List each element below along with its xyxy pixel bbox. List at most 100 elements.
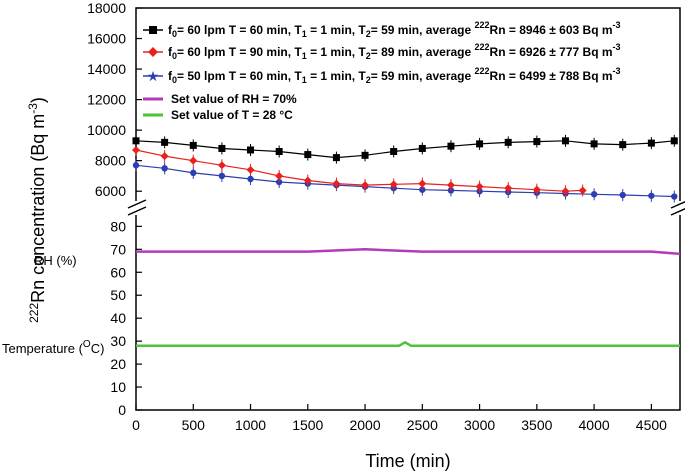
- legend-1-d-sup: 222: [475, 20, 490, 30]
- legend-1-c-sub: 2: [366, 29, 371, 39]
- legend-1-e: Rn = 8946 ± 603 Bq m: [490, 23, 613, 37]
- data-point: [275, 148, 283, 156]
- y-tick-label-lower: 30: [110, 333, 126, 349]
- data-point: [247, 146, 255, 154]
- data-point: [304, 151, 312, 159]
- legend-1-c: = 1 min, T: [307, 23, 367, 37]
- data-point: [670, 137, 678, 145]
- y-tick-label-upper: 16000: [87, 31, 126, 47]
- legend-entry-5: Set value of T = 28 °C: [171, 108, 293, 122]
- legend-entry-4: Set value of RH = 70%: [171, 92, 297, 106]
- data-point: [247, 175, 254, 183]
- legend-2-a-sub: 0: [172, 51, 177, 61]
- data-point: [332, 179, 341, 188]
- data-point: [189, 141, 197, 149]
- data-point: [189, 156, 198, 165]
- data-point: [275, 178, 283, 186]
- legend-3-b-sub: 1: [302, 75, 307, 85]
- data-point: [504, 184, 513, 193]
- y-tick-label-lower: 0: [118, 402, 126, 418]
- data-point: [446, 181, 455, 190]
- x-tick-label: 3000: [464, 417, 495, 433]
- data-point: [447, 142, 455, 150]
- data-point: [648, 192, 655, 199]
- data-point: [132, 162, 140, 169]
- legend-marker-1: [149, 26, 157, 34]
- y-axis-title: 222Rn concentration (Bq m-3): [26, 97, 48, 323]
- legend-2-e-sup: -3: [613, 42, 621, 52]
- legend-3-e: Rn = 6499 ± 788 Bq m: [490, 69, 613, 83]
- data-point: [532, 185, 541, 194]
- data-point: [303, 176, 312, 185]
- data-point: [418, 179, 427, 188]
- right-break-mark-bottom: [670, 207, 685, 216]
- tick-layer: 0 500 1000 1500 2000 2500 3000 3500 4000 45006000…: [87, 0, 667, 433]
- data-point: [218, 144, 226, 152]
- legend-1-b-sub: 1: [302, 29, 307, 39]
- y-tick-label-lower: 70: [110, 241, 126, 257]
- data-point: [132, 145, 140, 154]
- data-point: [275, 171, 284, 180]
- x-tick-label: 2000: [349, 417, 380, 433]
- data-point: [561, 187, 570, 196]
- right-break-gap: [672, 201, 685, 215]
- data-point: [389, 180, 398, 189]
- x-tick-label: 1500: [292, 417, 323, 433]
- legend-1-e-sup: -3: [613, 20, 621, 30]
- series-line-0: [135, 140, 675, 159]
- temperature-label-text: Temperature (: [2, 341, 84, 356]
- legend-1-b: = 60 lpm T = 60 min, T: [177, 23, 302, 37]
- left-break-gap: [128, 201, 144, 215]
- legend-2-c-sub: 2: [366, 51, 371, 61]
- data-point: [418, 144, 426, 152]
- data-point: [390, 148, 398, 156]
- data-point: [419, 186, 426, 193]
- legend-3-a-sub: 0: [172, 75, 177, 85]
- legend-1-a-sub: 0: [172, 29, 177, 39]
- legend-3-c-sub: 2: [366, 75, 371, 85]
- x-tick-label: 500: [182, 417, 206, 433]
- legend-3-d: = 59 min, average: [371, 69, 475, 83]
- data-point: [578, 186, 587, 195]
- data-point: [218, 172, 226, 180]
- y-axis-title-sup2: -3: [26, 103, 40, 114]
- legend-2-d: = 89 min, average: [371, 45, 475, 59]
- legend-2-e: Rn = 6926 ± 777 Bq m: [490, 45, 613, 59]
- legend-3-b: = 50 lpm T = 60 min, T: [177, 69, 302, 83]
- left-break-mark-top: [127, 199, 147, 209]
- legend-2-a: f: [168, 45, 173, 59]
- y-tick-label-upper: 14000: [87, 61, 126, 77]
- data-point: [190, 169, 197, 177]
- legend-2-b-sub: 1: [302, 51, 307, 61]
- y-tick-label-upper: 12000: [87, 92, 126, 108]
- legend-1-d: = 59 min, average: [371, 23, 475, 37]
- legend-1-a: f: [168, 23, 173, 37]
- data-point: [160, 152, 169, 161]
- x-tick-label: 4000: [579, 417, 610, 433]
- data-point: [647, 139, 655, 147]
- y-axis-title-sup: 222: [27, 303, 41, 323]
- right-break-mark-top: [670, 200, 685, 209]
- temperature-label-sup: O: [83, 339, 91, 350]
- data-point: [590, 191, 598, 198]
- legend-marker-3: ★: [147, 69, 160, 85]
- data-point: [475, 182, 484, 191]
- data-point: [361, 151, 369, 159]
- data-point: [476, 140, 484, 148]
- y-tick-label-lower: 80: [110, 218, 126, 234]
- series-line-4: [136, 341, 680, 347]
- data-point: [217, 161, 226, 170]
- y-tick-label-lower: 50: [110, 287, 126, 303]
- data-point: [671, 193, 678, 200]
- y-tick-label-upper: 6000: [95, 183, 126, 199]
- y-tick-label-lower: 20: [110, 356, 126, 372]
- data-point: [619, 141, 627, 149]
- series-line-3: [136, 248, 681, 256]
- x-tick-label: 3500: [521, 417, 552, 433]
- y-axis-title-close: ): [28, 97, 48, 103]
- x-tick-label: 1000: [235, 417, 266, 433]
- x-tick-label: 0: [132, 417, 140, 433]
- legend-3-c: = 1 min, T: [307, 69, 367, 83]
- left-break-mark-bottom: [127, 206, 147, 216]
